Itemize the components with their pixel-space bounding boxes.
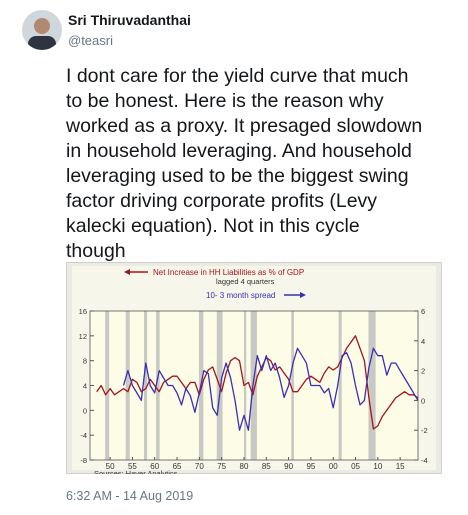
- recession-band: [368, 311, 376, 460]
- y-tick-label: 16: [79, 307, 87, 316]
- x-tick-label: 00: [329, 462, 338, 471]
- legend-arrow: [300, 292, 306, 298]
- legend-note: lagged 4 quarters: [216, 277, 275, 286]
- y-tick-label: 4: [83, 382, 87, 391]
- avatar[interactable]: [22, 10, 62, 50]
- x-tick-label: 65: [173, 462, 182, 471]
- x-tick-label: 55: [128, 462, 137, 471]
- recession-band: [125, 311, 130, 460]
- y-tick-label: -8: [80, 456, 87, 465]
- tweet-line: kalecki equation). Not in this cycle: [66, 215, 360, 237]
- y2-tick-label: -4: [421, 456, 428, 465]
- x-tick-label: 05: [351, 462, 360, 471]
- user-handle[interactable]: @teasri: [68, 33, 113, 48]
- y2-tick-label: 2: [421, 367, 425, 376]
- y2-tick-label: 0: [421, 396, 425, 405]
- tweet-line: to be honest. Here is the reason why: [66, 90, 384, 112]
- y-tick-label: 0: [83, 406, 87, 415]
- recession-band: [250, 311, 257, 460]
- y2-tick-label: 4: [421, 337, 425, 346]
- y-tick-label: 8: [83, 357, 87, 366]
- tweet-line: worked as a proxy. It presaged slowdown: [66, 115, 423, 137]
- recession-band: [338, 311, 342, 460]
- tweet-line: leveraging used to be the biggest swing: [66, 165, 409, 187]
- timestamp[interactable]: 6:32 AM - 14 Aug 2019: [66, 489, 194, 503]
- series-line: [122, 347, 419, 431]
- x-tick-label: 85: [262, 462, 271, 471]
- legend-label: Net Increase in HH Liabilities as % of G…: [153, 268, 304, 277]
- x-tick-label: 70: [195, 462, 204, 471]
- tweet-line: in household leveraging. And household: [66, 140, 412, 162]
- y2-tick-label: 6: [421, 307, 425, 316]
- recession-band: [291, 311, 294, 460]
- x-tick-label: 75: [217, 462, 226, 471]
- x-tick-label: 95: [306, 462, 315, 471]
- recession-band: [105, 311, 110, 460]
- recession-band: [156, 311, 160, 460]
- x-tick-label: 60: [150, 462, 159, 471]
- y2-tick-label: -2: [421, 426, 428, 435]
- tweet-line: I dont care for the yield curve that muc…: [66, 65, 409, 87]
- tweet-text: I dont care for the yield curve that muc…: [66, 64, 422, 264]
- series-line: [96, 335, 419, 430]
- y-tick-label: -4: [80, 431, 87, 440]
- x-tick-label: 90: [284, 462, 293, 471]
- x-tick-label: 15: [396, 462, 405, 471]
- chart[interactable]: -8 -4 0 4 8 12 16 -4 -2 0 2 4 6 50 55 60 65 70 75 80 85 90 95 0…: [66, 262, 442, 474]
- user-name[interactable]: Sri Thiruvadanthai: [68, 12, 191, 28]
- recession-band: [143, 311, 148, 460]
- legend-label: 10- 3 month spread: [206, 291, 275, 300]
- x-tick-label: 50: [106, 462, 115, 471]
- tweet-line: factor driving corporate profits (Levy: [66, 190, 378, 212]
- y-tick-label: 12: [79, 332, 87, 341]
- tweet-line: though: [66, 240, 126, 262]
- chart-source: Sources: Haver Analytics: [94, 469, 178, 474]
- legend-arrow: [124, 269, 130, 275]
- x-tick-label: 80: [240, 462, 249, 471]
- x-tick-label: 10: [373, 462, 382, 471]
